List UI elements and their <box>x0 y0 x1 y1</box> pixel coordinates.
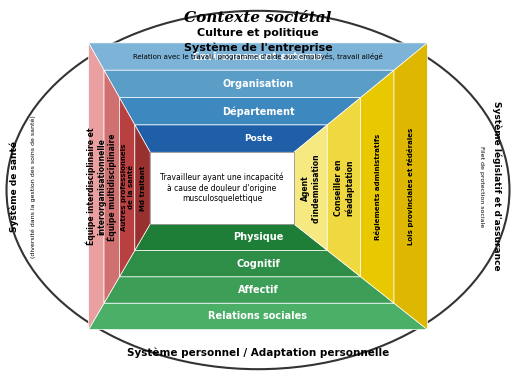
Text: Travailleur ayant une incapacité
à cause de douleur d'origine
musculosquelettiqu: Travailleur ayant une incapacité à cause… <box>160 173 284 203</box>
Text: Organisation: Organisation <box>222 79 294 89</box>
Text: (diversité dans la gestion des soins de santé): (diversité dans la gestion des soins de … <box>30 115 36 258</box>
Polygon shape <box>89 43 427 70</box>
Text: Conseiller en
réadaptation: Conseiller en réadaptation <box>334 159 354 216</box>
Text: Environnement externe: Environnement externe <box>193 52 323 62</box>
Text: Équipe multidisciplinaire: Équipe multidisciplinaire <box>106 133 117 241</box>
Polygon shape <box>104 70 119 303</box>
Text: Système de santé: Système de santé <box>9 141 19 232</box>
Text: Lois provinciales et fédérales: Lois provinciales et fédérales <box>407 128 414 245</box>
Polygon shape <box>361 70 394 303</box>
Text: Autres professionnels
de la santé: Autres professionnels de la santé <box>121 144 134 231</box>
Polygon shape <box>119 250 361 277</box>
Text: Poste: Poste <box>244 134 272 143</box>
Text: Réglements administratifs: Réglements administratifs <box>374 134 381 240</box>
Text: Physique: Physique <box>233 232 283 242</box>
Polygon shape <box>89 303 427 329</box>
Polygon shape <box>327 98 361 277</box>
Text: Système de l'entreprise: Système de l'entreprise <box>184 42 332 53</box>
Polygon shape <box>119 98 361 125</box>
Text: Md traitant: Md traitant <box>139 165 146 211</box>
Text: Relation avec le travail, programme d'aide aux employés, travail allégé: Relation avec le travail, programme d'ai… <box>133 52 383 60</box>
Polygon shape <box>119 98 135 277</box>
Text: Équipe interdisciplinaire et
interorganisationnelle: Équipe interdisciplinaire et interorgani… <box>86 128 107 245</box>
Polygon shape <box>104 277 394 303</box>
Text: Système législatif et d'assurance: Système législatif et d'assurance <box>492 101 502 271</box>
Text: Culture et politique: Culture et politique <box>197 28 319 38</box>
Polygon shape <box>294 125 327 250</box>
Polygon shape <box>394 43 427 329</box>
Polygon shape <box>135 224 327 250</box>
Polygon shape <box>135 125 327 152</box>
FancyBboxPatch shape <box>150 152 294 224</box>
Text: Système personnel / Adaptation personnelle: Système personnel / Adaptation personnel… <box>127 348 389 358</box>
Ellipse shape <box>7 11 509 369</box>
Text: Filet de protection sociale: Filet de protection sociale <box>479 146 484 227</box>
Text: Département: Département <box>222 106 294 117</box>
Text: Agent
d'indemnisation: Agent d'indemnisation <box>301 153 320 223</box>
Text: Relations sociales: Relations sociales <box>208 311 308 321</box>
Polygon shape <box>104 70 394 98</box>
Polygon shape <box>135 125 150 250</box>
Text: Contexte sociétal: Contexte sociétal <box>184 11 332 25</box>
Text: Affectif: Affectif <box>238 285 278 295</box>
Text: Cognitif: Cognitif <box>236 258 280 269</box>
Polygon shape <box>89 43 104 329</box>
